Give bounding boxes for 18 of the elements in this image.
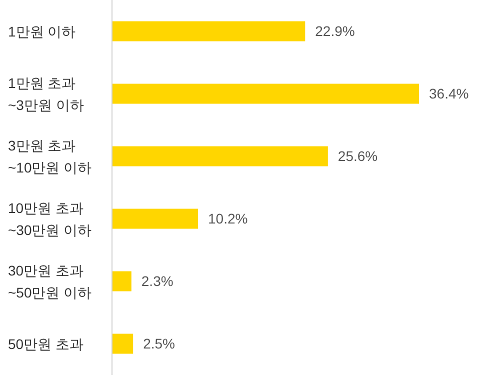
data-label: 25.6% [338, 148, 378, 164]
y-tick-label: 30만원 초과 ~50만원 이하 [8, 262, 92, 300]
bar [112, 84, 419, 104]
bar [112, 21, 306, 42]
data-label: 36.4% [429, 86, 469, 102]
y-tick-label: 10만원 초과 ~30만원 이하 [8, 200, 92, 238]
bar [112, 146, 328, 166]
y-tick-label: 1만원 이하 [8, 23, 76, 40]
data-label: 2.3% [141, 273, 174, 290]
y-tick-label: 1만원 초과 ~3만원 이하 [8, 74, 84, 113]
y-tick-label: 50만원 초과 [8, 336, 84, 352]
data-label: 2.5% [143, 336, 176, 352]
data-label: 10.2% [208, 210, 248, 227]
bar [112, 334, 134, 354]
y-tick-label: 3만원 초과 ~10만원 이하 [8, 137, 92, 176]
data-label: 22.9% [315, 23, 355, 40]
bar [112, 271, 132, 292]
bar [112, 208, 198, 229]
